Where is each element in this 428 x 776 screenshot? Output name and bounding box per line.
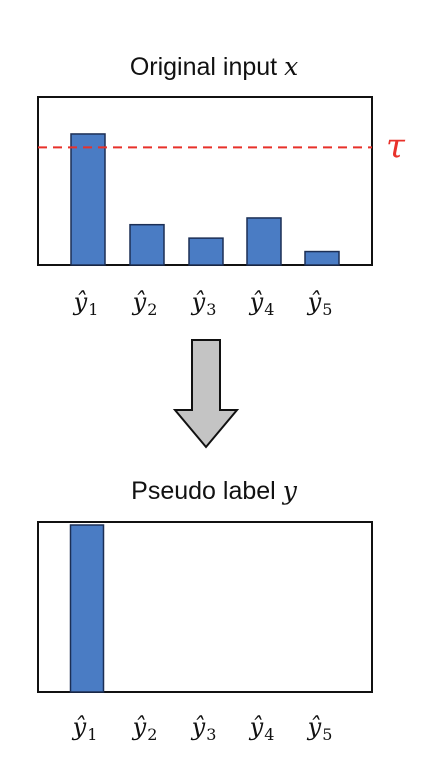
bottom-label-1: ŷ1 (72, 713, 98, 744)
top-bar-4 (246, 217, 282, 266)
bottom-label-4: ŷ4 (249, 713, 275, 744)
top-bar-1 (70, 133, 106, 266)
bottom-chart-frame (37, 521, 373, 693)
original-input-title-text: Original input (129, 53, 285, 81)
down-arrow-icon (172, 339, 240, 449)
pseudo-label-title: Pseudo label y (0, 476, 428, 506)
top-bar-3 (188, 237, 224, 266)
threshold-label: τ (386, 126, 406, 166)
top-label-1: ŷ1 (73, 288, 99, 319)
pseudo-label-title-text: Pseudo label (131, 477, 283, 505)
pseudo-label-panel: ŷ1 ŷ2 ŷ3 ŷ4 ŷ5 (37, 521, 373, 744)
top-label-3: ŷ3 (191, 288, 217, 319)
original-input-title: Original input x (0, 52, 428, 82)
bottom-label-3: ŷ3 (191, 713, 217, 744)
bottom-label-5: ŷ5 (307, 713, 333, 744)
original-input-variable: x (284, 52, 299, 81)
pseudo-label-variable: y (282, 476, 297, 505)
top-label-2: ŷ2 (132, 288, 158, 319)
top-bar-2 (129, 223, 165, 266)
bottom-bar-1 (69, 524, 105, 693)
top-label-5: ŷ5 (307, 288, 333, 319)
bottom-label-2: ŷ2 (132, 713, 158, 744)
top-bar-5 (304, 250, 340, 266)
top-label-4: ŷ4 (249, 288, 275, 319)
original-input-panel: ŷ1 ŷ2 ŷ3 ŷ4 ŷ5 τ (37, 96, 406, 319)
